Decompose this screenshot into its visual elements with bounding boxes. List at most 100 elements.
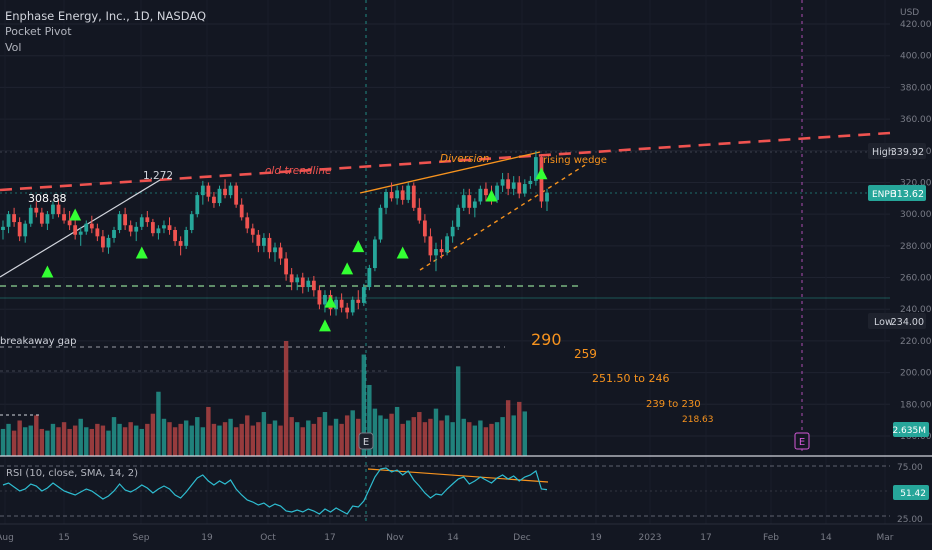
candle [73, 217, 78, 240]
candle-body [323, 294, 327, 305]
candle [189, 210, 194, 234]
volume-bar [250, 425, 255, 456]
candle [289, 268, 294, 291]
candle [84, 220, 89, 235]
candle [34, 201, 39, 218]
candle [12, 207, 17, 227]
volume-bar [339, 423, 344, 456]
price-tick: 360.00 [900, 115, 932, 125]
price-tick: 260.00 [900, 274, 932, 284]
rsi-label: RSI (10, close, SMA, 14, 2) [6, 468, 138, 479]
volume-bar [467, 422, 472, 456]
volume-bar [189, 425, 194, 456]
time-tick: 17 [324, 533, 335, 543]
candle-body [189, 214, 194, 230]
candle-body [67, 220, 72, 226]
candle-body [34, 207, 39, 213]
candle-body [450, 226, 455, 237]
candle-body [528, 180, 533, 185]
candle [195, 191, 200, 218]
time-axis[interactable]: Aug 15 Sep 19 Oct 17 Nov 14 Dec 19 2023 17 Feb 14 Mar [0, 533, 894, 543]
candle [478, 185, 483, 205]
candle-body [223, 188, 227, 196]
volume-bar [61, 422, 67, 456]
time-tick: Mar [877, 533, 894, 543]
time-tick: Dec [513, 533, 530, 543]
price-tick: 200.00 [900, 369, 932, 379]
candle-body [195, 195, 200, 215]
rising-wedge-label: rising wedge [543, 155, 607, 166]
candle-body [128, 225, 133, 232]
rsi-badge [893, 485, 929, 500]
volume-bar [500, 417, 505, 456]
time-tick: Sep [133, 533, 150, 543]
candle-body [478, 188, 483, 202]
candle-body [439, 249, 444, 253]
volume-bar [350, 410, 355, 456]
candle [356, 290, 361, 310]
volume-bar [78, 418, 83, 456]
candle-body [117, 214, 122, 230]
price-tick: 280.00 [900, 242, 932, 252]
candle [411, 182, 416, 211]
candle-body [239, 204, 244, 218]
volume-bar [195, 417, 200, 456]
rsi-tick-75: 75.00 [897, 463, 923, 473]
volume-bar [394, 406, 400, 456]
time-tick: 19 [201, 533, 213, 543]
volume-bar [122, 427, 128, 456]
candle-body [39, 212, 44, 224]
candle-body [389, 191, 394, 199]
candle [484, 182, 488, 202]
time-tick: 15 [58, 533, 69, 543]
volume-bar [372, 408, 378, 456]
candle [212, 191, 216, 208]
candle [139, 214, 144, 230]
candle [511, 176, 516, 196]
candle-body [12, 214, 17, 223]
candle [261, 233, 266, 253]
volume-bar [139, 428, 144, 456]
volume-bar [444, 415, 450, 456]
earnings-events[interactable]: E E [358, 432, 810, 450]
volume-bar [328, 425, 333, 456]
candle [267, 233, 272, 259]
symbol-badge-label: ENPH [872, 190, 897, 200]
volume-bar [317, 417, 322, 456]
volume-bar [478, 420, 483, 456]
candle-body [511, 182, 516, 189]
high-badge [868, 143, 926, 159]
price-tick: 380.00 [900, 83, 932, 93]
candle [228, 182, 233, 199]
pocket-pivot-marker [535, 167, 548, 180]
candle [395, 185, 400, 205]
candle-body [345, 307, 350, 313]
volume-bar [333, 418, 339, 456]
time-tick: 14 [820, 533, 832, 543]
volume-bar [172, 427, 178, 456]
candle [1, 220, 5, 240]
target-4: 239 to 230 [646, 399, 701, 410]
volume-bar [206, 406, 211, 456]
candle-body [250, 228, 255, 235]
high-badge-value: 339.92 [891, 147, 924, 158]
candle [384, 188, 388, 215]
volume-bar [84, 427, 89, 456]
candle [78, 226, 83, 246]
candle-body [533, 157, 538, 181]
candle-body [200, 185, 205, 196]
candle [39, 207, 44, 227]
volume-bar [422, 422, 428, 456]
volume-bar [34, 415, 39, 456]
volume-bar [356, 418, 361, 456]
candle-body [456, 207, 461, 227]
volume-bar [183, 420, 189, 456]
candle-body [350, 299, 355, 313]
volume-bar [17, 420, 22, 456]
candle [528, 176, 533, 189]
candle-body [373, 239, 377, 269]
breakaway-gap-label: breakaway gap [0, 336, 77, 347]
candle-body [472, 201, 477, 208]
rsi-line [2, 467, 548, 515]
